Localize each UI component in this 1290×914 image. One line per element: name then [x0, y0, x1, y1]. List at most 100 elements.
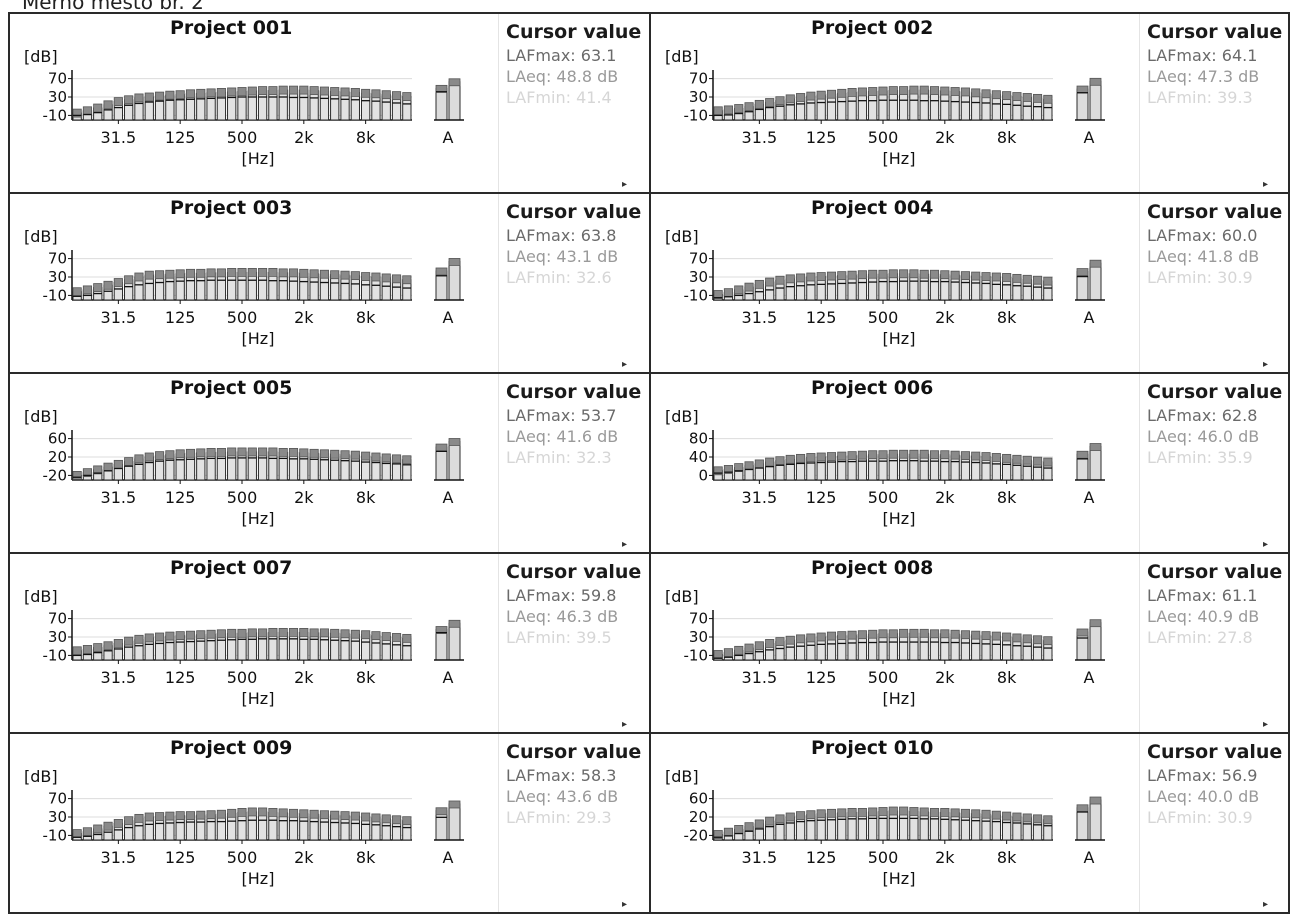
- x-axis-label: [Hz]: [242, 869, 275, 888]
- bar-marker: [744, 461, 754, 471]
- panel-divider: [1139, 374, 1140, 552]
- cursor-heading: Cursor value: [506, 201, 642, 223]
- bar-marker: [929, 86, 940, 95]
- y-tick-label: 30: [48, 268, 67, 286]
- bar-marker: [155, 632, 165, 642]
- y-axis-label: [dB]: [24, 587, 58, 606]
- cursor-lafmin: LAFmin: 30.9: [1147, 268, 1253, 287]
- chart-title: Project 003: [170, 197, 293, 219]
- bar-marker: [723, 827, 734, 837]
- bar-marker: [868, 269, 878, 279]
- bar-marker: [82, 106, 93, 116]
- bar-marker: [919, 269, 929, 279]
- x-tick-label: 31.5: [742, 488, 778, 507]
- x-tick-label: 8k: [997, 668, 1017, 687]
- bar-marker: [713, 290, 723, 299]
- a-weighted-marker: [1089, 796, 1102, 805]
- expand-arrow-icon[interactable]: ▸: [1263, 179, 1269, 190]
- bar-marker: [288, 628, 299, 637]
- cursor-lafmax: LAFmax: 59.8: [506, 586, 617, 605]
- expand-arrow-icon[interactable]: ▸: [622, 719, 628, 730]
- x-tick-label: 500: [868, 308, 899, 327]
- bar-marker: [775, 96, 785, 106]
- cursor-laeq: LAeq: 41.8 dB: [1147, 247, 1260, 266]
- bar-marker: [981, 272, 991, 281]
- bar-marker: [888, 806, 898, 816]
- expand-arrow-icon[interactable]: ▸: [622, 359, 628, 370]
- panel-divider: [1139, 194, 1140, 372]
- bar-marker: [971, 630, 981, 640]
- bar-marker: [371, 272, 381, 282]
- chart-grid: Project 001 [dB] 70 30 -10 31.5 125 500 2k 8k A [Hz…: [8, 12, 1290, 914]
- expand-arrow-icon[interactable]: ▸: [1263, 359, 1269, 370]
- bar-marker: [775, 456, 785, 466]
- cursor-laeq: LAeq: 43.1 dB: [506, 247, 619, 266]
- y-tick-label: 30: [48, 808, 67, 826]
- bar-marker: [124, 275, 134, 285]
- cursor-lafmax: LAFmax: 60.0: [1147, 226, 1258, 245]
- x-axis-label: [Hz]: [883, 509, 916, 528]
- bar-marker: [991, 810, 1001, 820]
- bar-marker: [806, 272, 816, 282]
- bar-marker: [113, 819, 123, 828]
- y-tick-label: -10: [684, 106, 709, 124]
- panel-divider: [498, 194, 499, 372]
- a-weighted-marker: [1089, 443, 1102, 451]
- bar-marker: [309, 628, 319, 638]
- bar-marker: [144, 452, 154, 462]
- bar-marker: [206, 88, 216, 98]
- bar-marker: [868, 87, 878, 96]
- bar-marker: [247, 268, 257, 277]
- bar-marker: [837, 271, 847, 281]
- expand-arrow-icon[interactable]: ▸: [622, 899, 628, 910]
- chart-panel: Project 004 [dB] 70 30 -10 31.5 125 500 2k 8k A [Hz…: [649, 192, 1290, 374]
- bar-marker: [929, 450, 940, 460]
- bar-marker: [1022, 813, 1032, 823]
- bar-marker: [237, 628, 247, 638]
- cursor-laeq: LAeq: 47.3 dB: [1147, 67, 1260, 86]
- bar-marker: [857, 87, 867, 97]
- bar-marker: [837, 808, 847, 818]
- a-weighted-marker: [1076, 450, 1089, 459]
- bar-marker: [971, 809, 981, 819]
- bar-marker: [381, 90, 391, 100]
- panel-divider: [1139, 554, 1140, 732]
- bar-marker: [72, 108, 82, 118]
- bar-marker: [981, 809, 991, 819]
- x-tick-label: 2k: [294, 668, 314, 687]
- bar-marker: [165, 269, 175, 279]
- x-tick-label: 125: [165, 308, 196, 327]
- x-tick-label: 2k: [294, 128, 314, 147]
- bar-marker: [216, 448, 226, 457]
- y-tick-label: 70: [48, 70, 67, 88]
- bar-marker: [361, 451, 371, 461]
- bar-lafmax: [898, 90, 909, 121]
- bar-marker: [299, 628, 309, 637]
- bar-marker: [350, 450, 360, 460]
- expand-arrow-icon[interactable]: ▸: [622, 179, 628, 190]
- bar-marker: [237, 268, 247, 277]
- bar-lafmax: [257, 90, 268, 121]
- bar-marker: [247, 628, 257, 638]
- expand-arrow-icon[interactable]: ▸: [1263, 899, 1269, 910]
- bar-marker: [82, 645, 93, 654]
- bar-lafmax: [278, 89, 288, 121]
- expand-arrow-icon[interactable]: ▸: [1263, 719, 1269, 730]
- a-weighted-bar: [1089, 622, 1102, 661]
- bar-marker: [960, 87, 970, 97]
- expand-arrow-icon[interactable]: ▸: [622, 539, 628, 550]
- expand-arrow-icon[interactable]: ▸: [1263, 539, 1269, 550]
- a-weighted-bar: [448, 260, 461, 301]
- bar-marker: [1022, 455, 1032, 465]
- x-tick-label: 8k: [356, 848, 376, 867]
- a-weighted-marker: [448, 438, 461, 446]
- bar-marker: [981, 452, 991, 461]
- x-tick-label: 125: [165, 128, 196, 147]
- bar-marker: [134, 93, 144, 103]
- cursor-heading: Cursor value: [506, 561, 642, 583]
- bar-marker: [103, 821, 113, 831]
- bar-marker: [1012, 92, 1022, 101]
